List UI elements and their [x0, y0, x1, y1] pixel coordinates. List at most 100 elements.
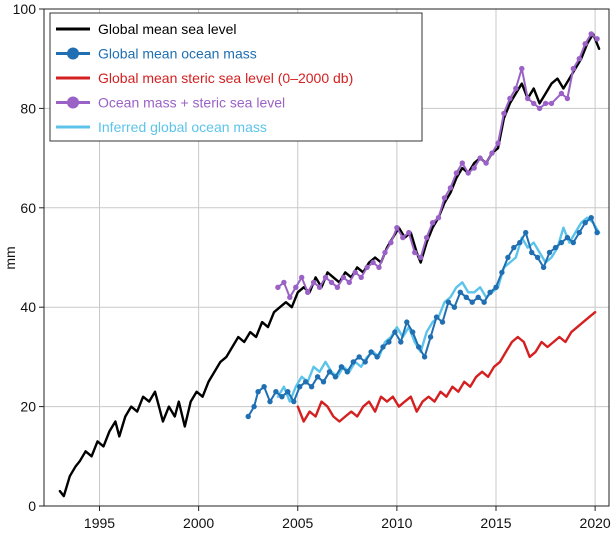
data-point-mass-plus-steric: [376, 264, 382, 271]
data-point-ocean-mass: [320, 379, 327, 385]
data-point-mass-plus-steric: [447, 185, 454, 191]
data-point-mass-plus-steric: [423, 234, 430, 241]
data-point-mass-plus-steric: [465, 170, 471, 176]
data-point-mass-plus-steric: [441, 195, 448, 201]
x-tick-label: 2000: [183, 515, 214, 531]
series-layer: [58, 31, 601, 498]
data-point-mass-plus-steric: [459, 160, 465, 166]
data-point-ocean-mass: [285, 389, 291, 395]
data-point-ocean-mass: [433, 314, 440, 320]
data-point-mass-plus-steric: [334, 284, 341, 290]
data-point-mass-plus-steric: [388, 239, 394, 246]
data-point-ocean-mass: [404, 319, 410, 325]
data-point-mass-plus-steric: [322, 274, 329, 281]
data-point-mass-plus-steric: [489, 150, 495, 156]
data-point-mass-plus-steric: [477, 155, 483, 161]
data-point-ocean-mass: [279, 394, 285, 400]
y-tick-label: 0: [28, 498, 36, 514]
y-tick-label: 100: [13, 1, 37, 17]
data-point-mass-plus-steric: [531, 100, 537, 107]
x-tick-label: 2015: [480, 515, 511, 531]
data-point-ocean-mass: [273, 389, 279, 395]
data-point-ocean-mass: [308, 384, 315, 390]
data-point-ocean-mass: [410, 329, 416, 335]
data-point-ocean-mass: [451, 304, 458, 310]
data-point-mass-plus-steric: [299, 274, 305, 281]
legend-box: [49, 12, 423, 142]
data-point-ocean-mass: [291, 398, 297, 405]
data-point-ocean-mass: [427, 334, 434, 340]
data-point-ocean-mass: [297, 384, 303, 390]
axes: 1995 2000 2005 2010 2015 2020 0 20 40 60 80 100: [13, 1, 611, 531]
data-point-mass-plus-steric: [412, 249, 418, 256]
data-point-ocean-mass: [368, 349, 374, 355]
data-point-ocean-mass: [380, 344, 386, 350]
data-point-mass-plus-steric: [287, 294, 293, 300]
data-point-ocean-mass: [475, 294, 481, 300]
data-point-ocean-mass: [392, 329, 398, 335]
data-point-ocean-mass: [374, 354, 380, 360]
legend-marker-mass-plus-steric: [67, 96, 79, 109]
data-point-mass-plus-steric: [382, 249, 388, 256]
data-point-ocean-mass: [386, 339, 392, 345]
data-point-ocean-mass: [582, 220, 588, 226]
data-point-ocean-mass: [546, 249, 553, 256]
data-point-mass-plus-steric: [293, 284, 299, 290]
data-point-ocean-mass: [416, 344, 422, 350]
x-tick-label: 2020: [580, 515, 611, 531]
data-point-ocean-mass: [314, 374, 321, 380]
data-point-mass-plus-steric: [588, 31, 594, 37]
data-point-ocean-mass: [350, 359, 356, 365]
data-point-mass-plus-steric: [352, 269, 358, 276]
data-point-mass-plus-steric: [594, 36, 600, 42]
data-point-ocean-mass: [356, 354, 362, 360]
data-point-ocean-mass: [398, 339, 404, 345]
data-point-ocean-mass: [588, 215, 594, 221]
data-point-ocean-mass: [493, 284, 499, 290]
x-tick-label: 2005: [282, 515, 313, 531]
data-point-mass-plus-steric: [582, 41, 588, 47]
data-point-ocean-mass: [344, 369, 350, 375]
data-point-mass-plus-steric: [564, 95, 571, 102]
data-point-ocean-mass: [487, 289, 493, 295]
data-point-ocean-mass: [457, 289, 463, 295]
data-point-mass-plus-steric: [370, 259, 376, 266]
data-point-mass-plus-steric: [275, 284, 281, 290]
data-point-ocean-mass: [499, 269, 505, 276]
data-point-mass-plus-steric: [406, 229, 412, 236]
y-axis-title: mm: [2, 246, 18, 269]
data-point-ocean-mass: [251, 403, 257, 410]
data-point-mass-plus-steric: [364, 264, 370, 271]
data-point-ocean-mass: [570, 239, 576, 246]
data-point-ocean-mass: [552, 244, 559, 251]
data-point-mass-plus-steric: [310, 279, 317, 286]
data-point-mass-plus-steric: [316, 284, 323, 290]
legend: Global mean sea level Global mean ocean m…: [49, 12, 423, 142]
data-point-mass-plus-steric: [483, 160, 489, 166]
y-tick-label: 60: [20, 200, 36, 216]
data-point-ocean-mass: [338, 364, 345, 370]
data-point-ocean-mass: [421, 354, 428, 360]
data-point-ocean-mass: [594, 229, 600, 236]
data-point-mass-plus-steric: [328, 279, 335, 286]
data-point-mass-plus-steric: [495, 140, 501, 146]
data-point-mass-plus-steric: [536, 105, 543, 112]
data-point-mass-plus-steric: [542, 100, 549, 107]
data-point-mass-plus-steric: [358, 274, 364, 281]
data-point-mass-plus-steric: [346, 279, 352, 286]
data-point-mass-plus-steric: [471, 165, 477, 171]
data-point-ocean-mass: [463, 294, 469, 300]
data-point-mass-plus-steric: [305, 289, 311, 295]
data-point-mass-plus-steric: [281, 279, 287, 286]
data-point-mass-plus-steric: [558, 90, 565, 97]
data-point-mass-plus-steric: [507, 95, 513, 102]
data-point-mass-plus-steric: [548, 100, 555, 107]
legend-label-inferred-mass: Inferred global ocean mass: [98, 119, 267, 135]
data-point-ocean-mass: [445, 299, 452, 305]
data-point-ocean-mass: [558, 239, 565, 246]
series-line-steric: [296, 311, 597, 423]
data-point-mass-plus-steric: [418, 254, 424, 261]
data-point-mass-plus-steric: [513, 85, 519, 92]
legend-label-ocean-mass: Global mean ocean mass: [98, 46, 257, 62]
data-point-ocean-mass: [362, 359, 368, 365]
